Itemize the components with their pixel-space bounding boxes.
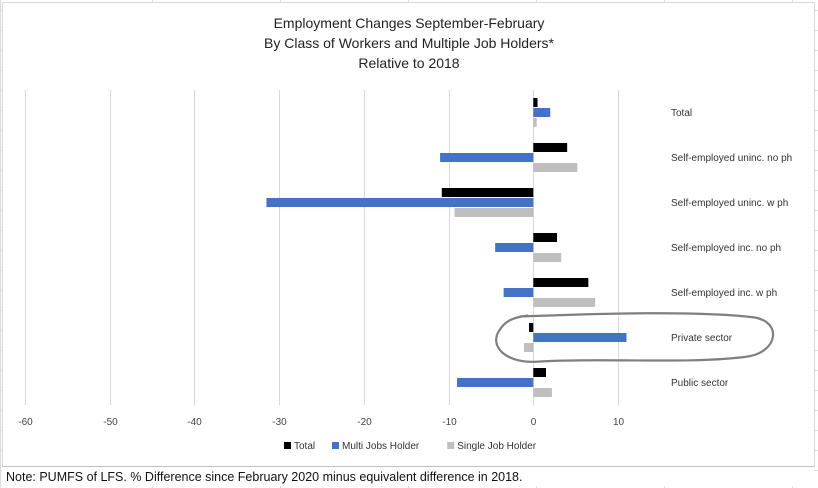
bar-total	[533, 98, 538, 107]
bar-multi-jobs-holder	[266, 198, 534, 207]
legend-label: Total	[294, 441, 315, 452]
bar-single-job-holder	[533, 118, 537, 127]
category-label: Self-employed inc. no ph	[671, 243, 781, 254]
bar-total	[533, 278, 589, 287]
x-tick-label: -50	[103, 417, 118, 428]
bar-single-job-holder	[533, 388, 552, 397]
chart-title-line-1: Employment Changes September-February	[273, 15, 545, 31]
bar-single-job-holder	[533, 163, 578, 172]
x-tick-label: -40	[187, 417, 202, 428]
chart-area[interactable]	[2, 2, 815, 467]
category-label: Private sector	[671, 333, 733, 344]
chart-title-line-3: Relative to 2018	[358, 55, 460, 71]
bar-single-job-holder	[533, 298, 596, 307]
category-label: Public sector	[671, 378, 729, 389]
bar-total	[533, 368, 546, 377]
bar-single-job-holder	[454, 208, 534, 217]
bar-multi-jobs-holder	[503, 288, 534, 297]
legend-swatch	[447, 442, 455, 449]
category-label: Self-employed inc. w ph	[671, 288, 777, 299]
bar-total	[533, 143, 568, 152]
bar-multi-jobs-holder	[495, 243, 534, 252]
x-tick-label: -10	[442, 417, 457, 428]
x-tick-label: -20	[357, 417, 372, 428]
bar-single-job-holder	[523, 343, 534, 352]
x-tick-label: 10	[613, 417, 625, 428]
legend-swatch	[332, 442, 339, 449]
bar-multi-jobs-holder	[533, 108, 551, 117]
bar-multi-jobs-holder	[533, 333, 627, 342]
footnote-cell[interactable]: Note: PUMFS of LFS. % Difference since F…	[2, 466, 814, 486]
bar-multi-jobs-holder	[457, 378, 534, 387]
category-label: Total	[671, 108, 692, 119]
annotation-ellipse	[495, 312, 774, 363]
bar-total	[441, 188, 534, 197]
x-tick-label: 0	[531, 417, 537, 428]
chart-title-line-2: By Class of Workers and Multiple Job Hol…	[264, 35, 554, 51]
x-tick-label: -30	[272, 417, 287, 428]
legend-label: Multi Jobs Holder	[342, 441, 420, 452]
legend-swatch	[284, 442, 291, 449]
chart-title: Employment Changes September-February By…	[0, 13, 818, 73]
bar-total	[533, 233, 558, 242]
x-tick-label: -60	[18, 417, 33, 428]
bar-single-job-holder	[533, 253, 562, 262]
category-label: Self-employed uninc. no ph	[671, 153, 792, 164]
bar-multi-jobs-holder	[440, 153, 534, 162]
legend-label: Single Job Holder	[457, 441, 537, 452]
bar-total	[529, 323, 534, 332]
sheet-column-line	[0, 0, 1, 488]
category-label: Self-employed uninc. w ph	[671, 198, 788, 209]
